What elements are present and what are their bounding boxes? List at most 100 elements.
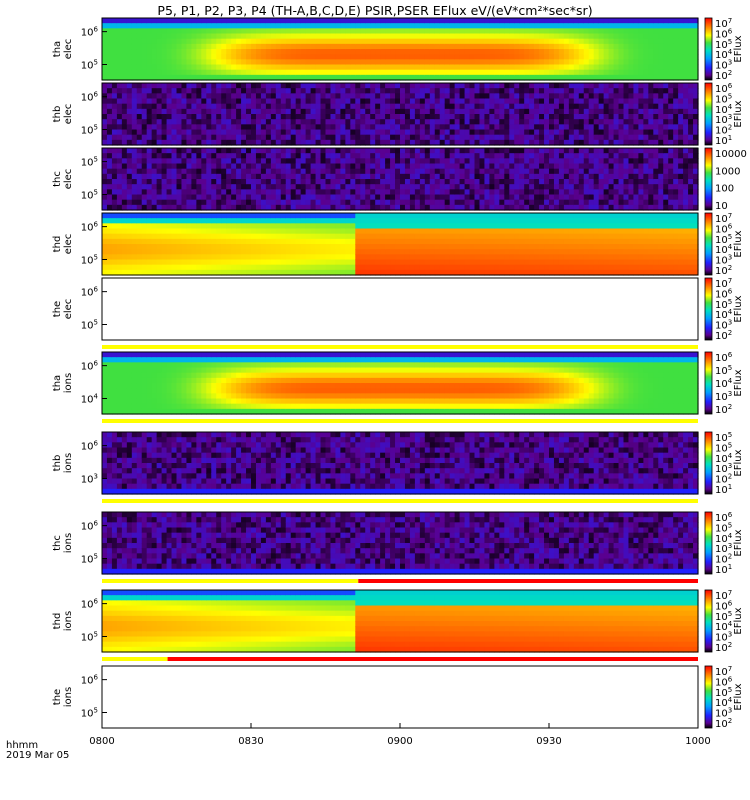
y-tick-label: 105 xyxy=(81,189,98,202)
y-tick-label: 105 xyxy=(81,156,98,169)
y-tick-label: 106 xyxy=(81,674,99,687)
y-axis-label: thaelec xyxy=(52,39,74,60)
colorbar-tick-label: 103 xyxy=(715,390,732,403)
colorbar-tick-label: 102 xyxy=(715,264,732,277)
colorbar-thc-elec: 10000 1000 100 10 xyxy=(704,147,747,212)
chart-title: P5, P1, P2, P3, P4 (TH-A,B,C,D,E) PSIR,P… xyxy=(157,3,593,18)
colorbar-label: EFlux xyxy=(733,100,744,127)
y-tick-label: 105 xyxy=(81,124,98,137)
y-axis-label: thcelec xyxy=(52,169,74,190)
colorbar-tick-label: 10000 xyxy=(715,149,747,160)
colorbar-label: EFlux xyxy=(733,607,744,634)
x-tick-label: 0830 xyxy=(238,736,263,747)
colorbar-tick-label: 102 xyxy=(715,403,732,416)
colorbar-label: EFlux xyxy=(733,683,744,710)
y-tick-label: 105 xyxy=(81,707,98,720)
spectrogram-tha-elec xyxy=(102,18,699,81)
colorbar-label: EFlux xyxy=(733,369,744,396)
spectrogram-thc-elec xyxy=(102,148,699,211)
y-axis-label: thaions xyxy=(52,373,74,393)
y-axis-label: theions xyxy=(52,687,74,707)
status-bar xyxy=(102,345,698,349)
colorbar-tick-label: 100 xyxy=(715,184,734,195)
colorbar-label: EFlux xyxy=(733,35,744,62)
y-tick-label: 106 xyxy=(81,440,99,453)
y-tick-label: 106 xyxy=(81,360,99,373)
x-tick-label: 0900 xyxy=(387,736,412,747)
colorbar-tick-label: 101 xyxy=(715,563,732,576)
status-bar-red xyxy=(358,579,698,583)
y-tick-label: 106 xyxy=(81,520,99,533)
colorbar-tick-label: 101 xyxy=(715,134,732,147)
y-axis-label: thcions xyxy=(52,533,74,553)
colorbar-label: EFlux xyxy=(733,295,744,322)
colorbar-tick-label: 106 xyxy=(715,351,733,364)
spectrogram-thb-ions xyxy=(102,432,699,495)
colorbar-tick-label: 102 xyxy=(715,641,732,654)
colorbar-tick-label: 102 xyxy=(715,69,732,82)
y-axis-label: thdions xyxy=(52,611,74,631)
spectrogram-the-ions xyxy=(102,666,698,728)
spectrogram-thb-elec xyxy=(102,83,699,146)
spectrogram-the-elec xyxy=(102,278,698,340)
y-tick-label: 105 xyxy=(81,319,98,332)
colorbar-tick-label: 101 xyxy=(715,483,732,496)
colorbar-label: EFlux xyxy=(733,449,744,476)
colorbar-tick-label: 102 xyxy=(715,717,732,730)
y-axis-label: thdelec xyxy=(52,234,74,255)
status-bar xyxy=(102,499,698,503)
colorbar-label: EFlux xyxy=(733,230,744,257)
colorbar-tick-label: 10 xyxy=(715,201,728,212)
y-tick-label: 106 xyxy=(81,598,99,611)
y-axis-label: theelec xyxy=(52,299,74,320)
x-tick-label: 0800 xyxy=(89,736,114,747)
status-bar-yellow xyxy=(102,657,168,661)
x-tick-label: 0930 xyxy=(536,736,561,747)
colorbar-tick-label: 105 xyxy=(715,364,732,377)
status-bar-yellow xyxy=(102,579,359,583)
y-tick-label: 105 xyxy=(81,553,98,566)
colorbar-tick-label: 1000 xyxy=(715,166,740,177)
colorbar-tick-label: 102 xyxy=(715,329,732,342)
panel-thc-elec: thcelec 105 105 10000 1000 100 10 xyxy=(52,147,747,212)
spectrogram-thc-ions xyxy=(102,512,699,575)
status-bar-red xyxy=(167,657,698,661)
status-bar xyxy=(102,419,698,423)
y-tick-label: 103 xyxy=(81,473,98,486)
y-tick-label: 106 xyxy=(81,26,99,39)
y-tick-label: 106 xyxy=(81,286,99,299)
y-tick-label: 105 xyxy=(81,631,98,644)
y-tick-label: 106 xyxy=(81,221,99,234)
colorbar-tick-label: 104 xyxy=(715,377,733,390)
y-tick-label: 105 xyxy=(81,254,98,267)
time-axis-label: hhmm xyxy=(6,740,39,751)
date-label: 2019 Mar 05 xyxy=(6,750,70,761)
x-axis: 0800 0830 0900 0930 1000 xyxy=(89,723,711,747)
y-tick-label: 105 xyxy=(81,59,98,72)
spectrogram-thd-ions xyxy=(102,590,699,653)
spectrogram-thd-elec xyxy=(102,213,699,276)
y-tick-label: 106 xyxy=(81,91,99,104)
x-tick-label: 1000 xyxy=(685,736,710,747)
colorbar-label: EFlux xyxy=(733,529,744,556)
y-axis-label: thbelec xyxy=(52,104,74,125)
